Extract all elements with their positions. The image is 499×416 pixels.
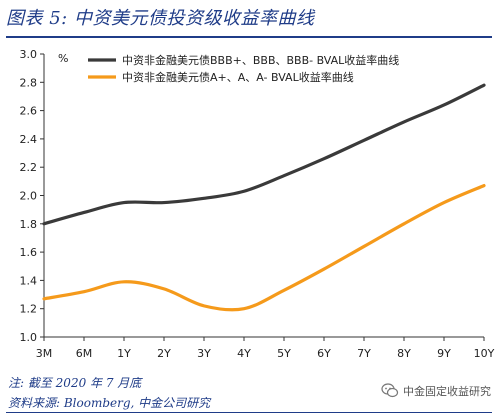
chart-axes xyxy=(43,54,484,338)
y-tick-label: 1.4 xyxy=(20,274,38,287)
y-tick-label: 3.0 xyxy=(20,48,38,61)
x-tick-label: 8Y xyxy=(397,347,411,360)
watermark: 中金固定收益研究 xyxy=(381,382,491,400)
x-axis-ticks: 3M 6M 1Y 2Y 3Y 4Y 5Y 6Y 7Y 8Y 9Y 10Y xyxy=(36,337,495,360)
y-tick-label: 2.0 xyxy=(20,190,38,203)
x-tick-label: 1Y xyxy=(117,347,131,360)
y-tick-label: 1.6 xyxy=(20,246,38,259)
source-note: 资料来源: Bloomberg, 中金公司研究 xyxy=(8,396,211,410)
y-tick-label: 1.0 xyxy=(20,331,38,344)
bottom-divider xyxy=(6,412,492,413)
wechat-icon xyxy=(381,383,399,398)
x-tick-label: 7Y xyxy=(357,347,371,360)
date-note: 注: 截至 2020 年 7 月底 xyxy=(8,376,142,390)
series-lines xyxy=(42,83,486,312)
y-tick-label: 1.2 xyxy=(20,303,38,316)
x-tick-label: 2Y xyxy=(157,347,171,360)
x-tick-label: 9Y xyxy=(437,347,451,360)
title-divider xyxy=(6,36,492,38)
watermark-text: 中金固定收益研究 xyxy=(403,385,491,398)
y-axis-unit-label: % xyxy=(58,52,68,65)
y-tick-label: 2.2 xyxy=(20,161,38,174)
y-axis-ticks: 1.0 1.2 1.4 1.6 1.8 2.0 2.2 2.4 2.6 2.8 3.0 xyxy=(20,48,44,344)
y-tick-label: 1.8 xyxy=(20,218,38,231)
x-tick-label: 5Y xyxy=(277,347,291,360)
series-line-2 xyxy=(42,183,486,312)
chart-title: 图表 5: 中资美元债投资级收益率曲线 xyxy=(6,8,315,29)
legend-label-1: 中资非金融美元债BBB+、BBB、BBB- BVAL收益率曲线 xyxy=(122,53,399,67)
x-tick-label: 6M xyxy=(76,347,93,360)
y-tick-label: 2.8 xyxy=(20,76,38,89)
x-tick-label: 3M xyxy=(36,347,53,360)
x-tick-label: 4Y xyxy=(237,347,251,360)
x-tick-label: 10Y xyxy=(474,347,495,360)
series-line-1 xyxy=(42,83,486,226)
yield-curve-chart: 1.0 1.2 1.4 1.6 1.8 2.0 2.2 2.4 2.6 2.8 3.0 3M 6M 1Y… xyxy=(20,48,495,360)
y-tick-label: 2.6 xyxy=(20,105,38,118)
chart-legend: 中资非金融美元债BBB+、BBB、BBB- BVAL收益率曲线中资非金融美元债A… xyxy=(88,53,399,84)
legend-label-2: 中资非金融美元债A+、A、A- BVAL收益率曲线 xyxy=(122,70,354,84)
x-tick-label: 3Y xyxy=(197,347,211,360)
x-tick-label: 6Y xyxy=(317,347,331,360)
y-tick-label: 2.4 xyxy=(20,133,38,146)
